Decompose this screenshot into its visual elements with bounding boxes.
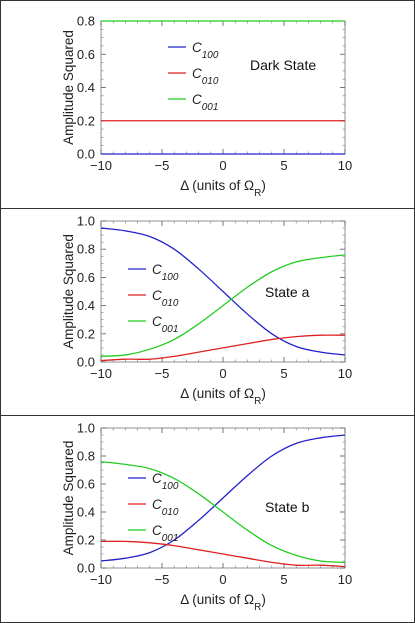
x-tick-label: −5 (155, 366, 170, 381)
series-line-c010 (101, 334, 345, 362)
legend-label: C100 (152, 471, 179, 492)
y-tick-label: 0.6 (77, 47, 95, 62)
y-tick-label: 0.8 (77, 14, 95, 29)
legend-label: C010 (192, 66, 219, 87)
y-tick-label: 0.2 (77, 533, 95, 548)
x-tick-label: −10 (90, 366, 112, 381)
y-tick-label: 1.0 (77, 421, 95, 436)
series-line-c100 (101, 434, 345, 562)
x-axis-title: Δ (units of ΩR) (180, 178, 266, 199)
series-line-c010 (101, 540, 345, 568)
x-tick-label: 0 (219, 572, 226, 587)
x-tick-label: −10 (90, 572, 112, 587)
y-axis-title: Amplitude Squared (61, 30, 76, 145)
legend-label: C010 (152, 288, 179, 309)
x-tick-label: −5 (155, 158, 170, 173)
state-annotation: State b (265, 499, 310, 515)
x-tick-label: 10 (338, 572, 352, 587)
series-line-c001 (101, 460, 345, 564)
series-line-c001 (101, 254, 345, 358)
y-tick-label: 0.8 (77, 449, 95, 464)
x-axis-title: Δ (units of ΩR) (180, 592, 266, 613)
chart-panel-1: −10 −5 0 5 10 0.0 0.2 0.4 0.6 0.8 Δ (units of ΩR) A… (61, 14, 352, 199)
legend-label: C001 (152, 314, 178, 335)
state-annotation: Dark State (250, 57, 316, 73)
series-line-c100 (101, 227, 345, 356)
legend: C100 C010 C001 (168, 40, 219, 113)
y-tick-label: 0.2 (77, 113, 95, 128)
x-tick-label: 10 (338, 158, 352, 173)
y-tick-label: 0.0 (77, 355, 95, 370)
chart-panel-3: −10 −5 0 5 10 0.0 0.2 0.4 0.6 0.8 1.0 Δ (units of Ω… (61, 421, 352, 613)
state-annotation: State a (265, 284, 310, 300)
y-tick-label: 0.6 (77, 270, 95, 285)
y-tick-label: 0.8 (77, 242, 95, 257)
x-tick-label: −10 (90, 158, 112, 173)
x-tick-label: 5 (280, 572, 287, 587)
y-tick-label: 0.0 (77, 147, 95, 162)
y-tick-label: 0.4 (77, 80, 95, 95)
legend: C100 C010 C001 (128, 471, 179, 544)
y-axis-title: Amplitude Squared (61, 234, 76, 349)
legend-label: C100 (192, 40, 219, 61)
y-tick-label: 1.0 (77, 214, 95, 229)
legend-label: C001 (152, 523, 178, 544)
y-tick-label: 0.6 (77, 477, 95, 492)
x-tick-label: 5 (280, 366, 287, 381)
x-tick-label: 10 (338, 366, 352, 381)
y-tick-label: 0.2 (77, 326, 95, 341)
y-tick-label: 0.4 (77, 298, 95, 313)
legend-label: C100 (152, 262, 179, 283)
legend-label: C010 (152, 497, 179, 518)
y-tick-label: 0.0 (77, 561, 95, 576)
x-tick-label: 0 (219, 366, 226, 381)
y-tick-label: 0.4 (77, 505, 95, 520)
x-axis-title: Δ (units of ΩR) (180, 386, 266, 407)
legend-label: C001 (192, 92, 218, 113)
y-axis-title: Amplitude Squared (61, 441, 76, 556)
x-tick-label: 0 (219, 158, 226, 173)
plot-frame (100, 20, 346, 155)
x-tick-label: 5 (280, 158, 287, 173)
chart-panel-2: −10 −5 0 5 10 0.0 0.2 0.4 0.6 0.8 1.0 Δ (units of Ω… (61, 214, 352, 407)
legend: C100 C010 C001 (128, 262, 179, 335)
x-tick-label: −5 (155, 572, 170, 587)
